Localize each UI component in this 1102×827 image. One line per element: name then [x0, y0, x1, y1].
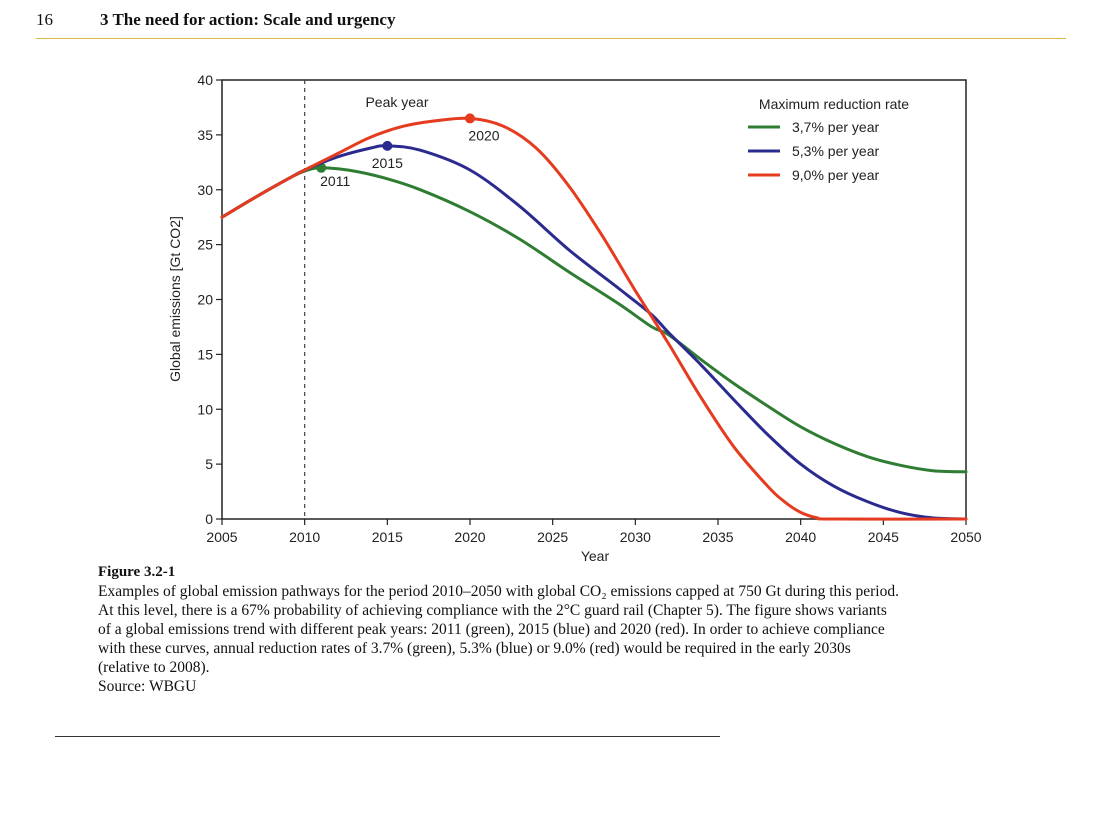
x-tick-label: 2040	[785, 529, 816, 545]
peak-label: 2015	[372, 155, 403, 171]
y-axis-label: Global emissions [Gt CO2]	[167, 216, 183, 382]
legend-entry: 5,3% per year	[792, 143, 879, 159]
caption-line: At this level, there is a 67% probabilit…	[98, 602, 887, 619]
x-tick-label: 2005	[206, 529, 237, 545]
caption-heading: Figure 3.2-1	[98, 564, 176, 580]
x-tick-label: 2030	[620, 529, 651, 545]
legend-entry: 3,7% per year	[792, 119, 879, 135]
caption-line: of a global emissions trend with differe…	[98, 621, 885, 638]
y-tick-label: 20	[197, 292, 213, 308]
x-tick-label: 2010	[289, 529, 320, 545]
caption-line: Examples of global emission pathways for…	[98, 583, 899, 600]
x-tick-label: 2020	[454, 529, 485, 545]
legend: Maximum reduction rate 3,7% per year 5,3%…	[748, 96, 909, 183]
series-group: 2011 2015 2020	[220, 113, 968, 521]
y-tick-label: 0	[205, 511, 213, 527]
caption-source: Source: WBGU	[98, 678, 197, 695]
peak-marker	[465, 113, 475, 124]
x-axis-label: Year	[581, 548, 610, 564]
caption-line: (relative to 2008).	[98, 659, 210, 676]
series-line	[220, 116, 968, 521]
x-tick-label: 2050	[950, 529, 981, 545]
y-tick-label: 10	[197, 401, 213, 417]
legend-title: Maximum reduction rate	[759, 96, 909, 112]
peak-label: 2020	[468, 127, 499, 143]
peak-label: 2011	[320, 173, 350, 189]
y-tick-label: 25	[197, 237, 213, 253]
series-line	[220, 166, 968, 474]
x-tick-label: 2045	[868, 529, 899, 545]
y-axis: 0 5 10 15 20 25 30 35 40	[197, 72, 222, 527]
page-number: 16	[36, 10, 53, 29]
x-axis: 2005 2010 2015 2020 2025 2030 2035 2040 2045 2050	[206, 519, 982, 545]
y-tick-label: 5	[205, 456, 213, 472]
y-tick-label: 30	[197, 182, 213, 198]
y-tick-label: 15	[197, 346, 213, 362]
x-tick-label: 2015	[372, 529, 403, 545]
series-line	[220, 144, 968, 521]
x-tick-label: 2025	[537, 529, 568, 545]
peak-year-label: Peak year	[365, 94, 428, 110]
caption-line: with these curves, annual reduction rate…	[98, 640, 851, 657]
peak-marker	[382, 140, 393, 151]
chapter-title: 3 The need for action: Scale and urgency	[100, 10, 396, 29]
y-tick-label: 40	[197, 72, 213, 88]
y-tick-label: 35	[197, 127, 213, 143]
legend-entry: 9,0% per year	[792, 167, 879, 183]
footnote-rule	[55, 736, 720, 737]
page-header: 16 3 The need for action: Scale and urge…	[36, 10, 1066, 39]
x-tick-label: 2035	[702, 529, 733, 545]
figure-caption: Figure 3.2-1 Examples of global emission…	[98, 563, 1078, 696]
